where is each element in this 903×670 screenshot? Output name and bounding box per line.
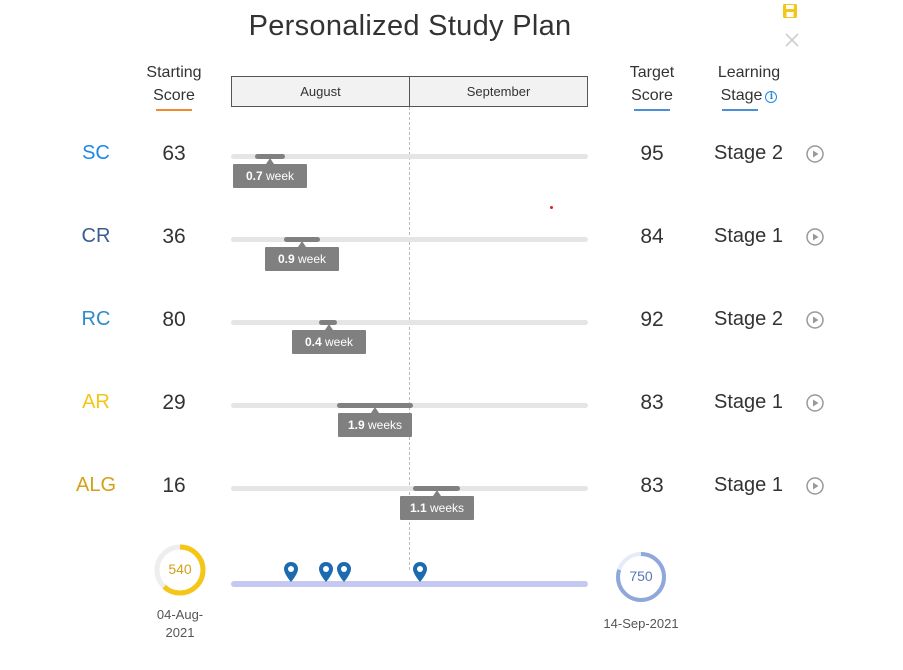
month-header: August September	[231, 76, 588, 107]
timeline-track	[231, 486, 588, 491]
learning-header-underline	[722, 109, 758, 111]
duration-label: 0.7 week	[233, 158, 307, 188]
subject-row-rc: RC 80 0.4 week 92 Stage 2	[0, 308, 903, 368]
starting-score-header: Starting Score	[136, 61, 212, 111]
target-score: 95	[640, 142, 664, 165]
play-circle-icon[interactable]	[806, 228, 824, 246]
target-score-ring: 750	[615, 551, 667, 603]
subject-row-cr: CR 36 0.9 week 84 Stage 1	[0, 225, 903, 285]
info-icon[interactable]: i	[765, 91, 778, 103]
starting-score: 29	[162, 391, 186, 414]
month-august: August	[300, 84, 341, 99]
progress-timeline	[231, 581, 588, 587]
target-date: 14-Sep-2021	[603, 616, 679, 631]
duration-label: 1.1 weeks	[400, 490, 474, 520]
timeline-track	[231, 154, 588, 159]
play-circle-icon[interactable]	[806, 394, 824, 412]
subject-label: ALG	[75, 474, 117, 496]
target-score-value: 750	[629, 568, 653, 584]
subject-row-ar: AR 29 1.9 weeks 83 Stage 1	[0, 391, 903, 451]
target-score: 92	[640, 308, 664, 331]
subject-row-sc: SC 63 0.7 week 95 Stage 2	[0, 142, 903, 202]
month-september: September	[409, 77, 587, 106]
target-score: 83	[640, 474, 664, 497]
starting-header-underline	[156, 109, 192, 111]
duration-segment	[284, 237, 320, 242]
subject-label: RC	[81, 308, 111, 330]
save-icon[interactable]	[782, 3, 798, 19]
learning-stage: Stage 2	[714, 308, 783, 330]
map-pin-icon[interactable]	[413, 562, 427, 582]
start-date: 04-Aug- 2021	[156, 607, 204, 640]
target-score: 83	[640, 391, 664, 414]
play-circle-icon[interactable]	[806, 311, 824, 329]
duration-label: 0.9 week	[265, 241, 339, 271]
target-header-line2: Score	[631, 87, 673, 104]
map-pin-icon[interactable]	[337, 562, 351, 582]
learning-header-line1: Learning	[717, 64, 781, 81]
learning-stage: Stage 1	[714, 225, 783, 247]
month-divider	[409, 107, 410, 570]
timeline-track	[231, 320, 588, 325]
play-circle-icon[interactable]	[806, 145, 824, 163]
starting-score: 36	[162, 225, 186, 248]
learning-stage: Stage 1	[714, 474, 783, 496]
starting-header-line1: Starting	[146, 64, 202, 81]
start-score-value: 540	[168, 561, 192, 577]
starting-score: 80	[162, 308, 186, 331]
target-header-line1: Target	[629, 64, 675, 81]
duration-label: 1.9 weeks	[338, 407, 412, 437]
learning-stage: Stage 1	[714, 391, 783, 413]
target-header-underline	[634, 109, 670, 111]
timeline-track	[231, 237, 588, 242]
duration-segment	[337, 403, 413, 408]
close-icon[interactable]	[783, 31, 801, 49]
subject-label: CR	[81, 225, 111, 247]
start-score-ring: 540	[154, 544, 206, 596]
duration-segment	[319, 320, 337, 325]
subject-row-alg: ALG 16 1.1 weeks 83 Stage 1	[0, 474, 903, 534]
target-score: 84	[640, 225, 664, 248]
subject-label: SC	[82, 142, 110, 164]
page-title: Personalized Study Plan	[248, 10, 572, 42]
map-pin-icon[interactable]	[319, 562, 333, 582]
play-circle-icon[interactable]	[806, 477, 824, 495]
target-score-header: Target Score	[614, 61, 690, 111]
duration-segment	[413, 486, 460, 491]
duration-segment	[255, 154, 285, 159]
starting-score: 16	[162, 474, 186, 497]
subject-label: AR	[82, 391, 110, 413]
learning-stage: Stage 2	[714, 142, 783, 164]
learning-header-line2: Stage	[720, 87, 763, 104]
starting-header-line2: Score	[153, 87, 195, 104]
timeline-track	[231, 403, 588, 408]
map-pin-icon[interactable]	[284, 562, 298, 582]
duration-label: 0.4 week	[292, 324, 366, 354]
cursor-dot	[550, 206, 553, 209]
starting-score: 63	[162, 142, 186, 165]
learning-stage-header: Learning Stage i	[704, 61, 794, 111]
